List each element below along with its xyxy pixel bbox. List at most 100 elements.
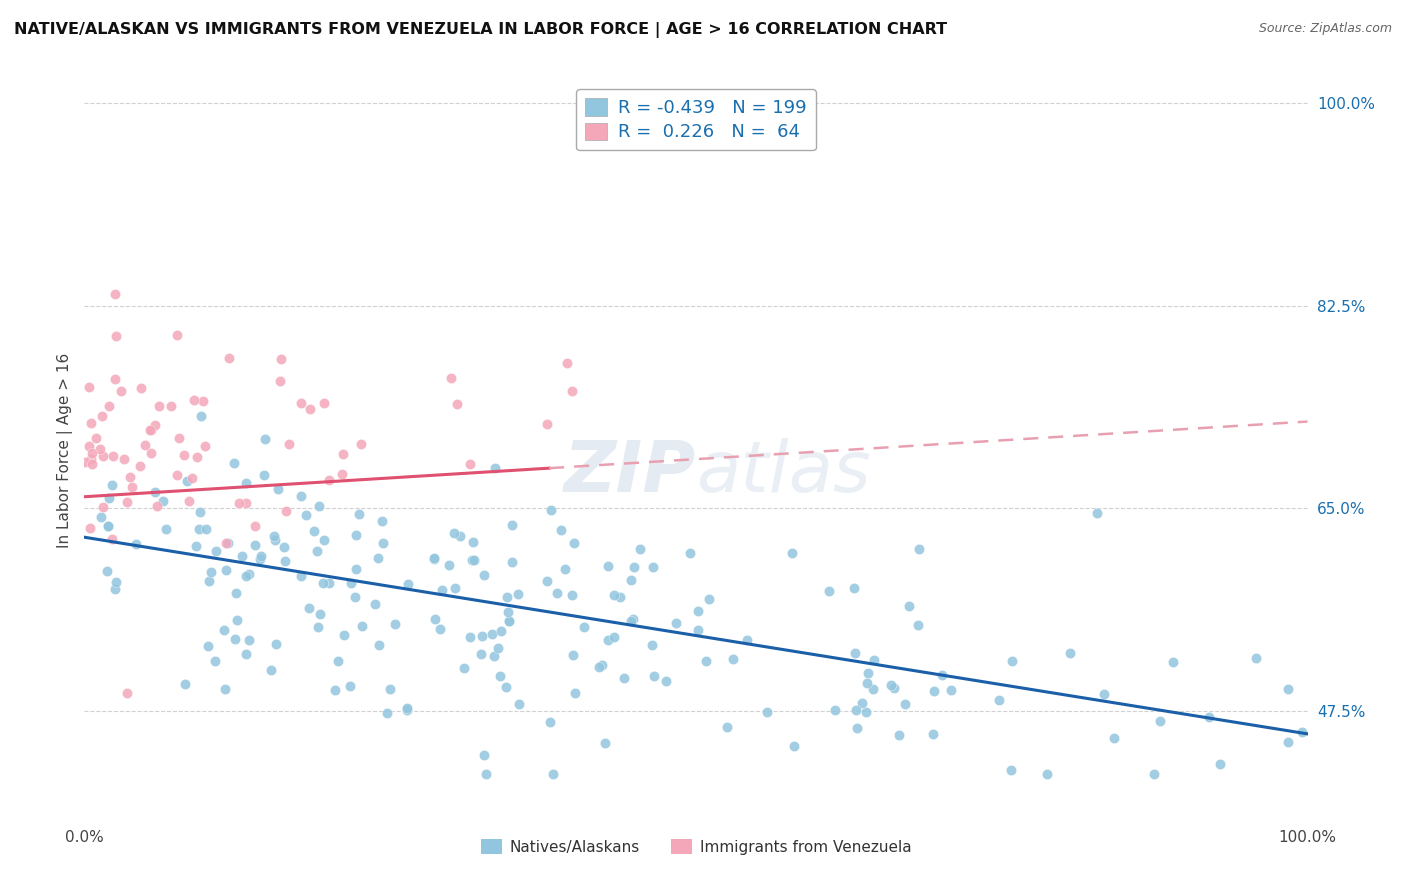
Point [818,583,841,598]
Point [588,660,610,674]
Point [179,493,201,508]
Point [273,540,295,554]
Point [253,467,276,482]
Point [191,393,214,408]
Point [756,706,779,720]
Point [347,507,370,521]
Point [235,568,257,582]
Point [139,446,162,460]
Point [546,586,568,600]
Point [941,683,963,698]
Point [572,620,595,634]
Point [269,374,291,388]
Point [274,553,297,567]
Point [564,686,586,700]
Point [501,555,523,569]
Point [264,637,287,651]
Point [267,482,290,496]
Point [110,384,132,398]
Point [862,682,884,697]
Point [856,666,879,681]
Point [167,431,190,445]
Point [737,632,759,647]
Point [263,533,285,548]
Point [166,467,188,482]
Point [907,541,929,556]
Point [254,432,277,446]
Point [1161,655,1184,669]
Point [139,423,162,437]
Point [121,480,143,494]
Point [129,458,152,473]
Point [97,519,120,533]
Point [187,522,209,536]
Point [898,599,921,613]
Point [270,352,292,367]
Point [186,539,208,553]
Point [312,396,335,410]
Point [371,536,394,550]
Point [439,371,461,385]
Point [458,457,481,471]
Point [238,633,260,648]
Point [214,623,236,637]
Point [101,449,124,463]
Point [174,676,197,690]
Point [395,702,418,716]
Point [350,436,373,450]
Point [340,576,363,591]
Point [472,568,495,582]
Point [1209,756,1232,771]
Point [318,575,340,590]
Point [263,529,285,543]
Point [344,562,367,576]
Point [80,452,103,467]
Point [290,489,312,503]
Point [481,627,503,641]
Point [395,701,418,715]
Point [309,607,332,621]
Point [98,491,121,505]
Point [536,417,558,431]
Point [695,655,717,669]
Point [536,574,558,589]
Point [148,400,170,414]
Point [368,639,391,653]
Point [621,611,644,625]
Point [159,399,181,413]
Point [339,679,361,693]
Y-axis label: In Labor Force | Age > 16: In Labor Force | Age > 16 [58,353,73,548]
Point [224,632,246,646]
Point [290,395,312,409]
Point [609,590,631,604]
Point [183,393,205,408]
Point [641,638,664,652]
Point [443,526,465,541]
Point [495,680,517,694]
Point [623,560,645,574]
Point [344,528,367,542]
Point [350,618,373,632]
Point [375,706,398,720]
Point [1001,654,1024,668]
Point [561,588,583,602]
Point [200,565,222,579]
Point [129,381,152,395]
Point [470,647,492,661]
Point [105,575,128,590]
Point [1000,763,1022,777]
Point [194,522,217,536]
Point [143,485,166,500]
Point [845,703,868,717]
Point [139,423,162,437]
Point [561,384,583,399]
Point [1102,731,1125,746]
Point [538,714,561,729]
Point [824,703,846,717]
Point [471,629,494,643]
Point [620,614,643,628]
Point [274,503,297,517]
Point [307,620,329,634]
Point [308,499,330,513]
Point [194,439,217,453]
